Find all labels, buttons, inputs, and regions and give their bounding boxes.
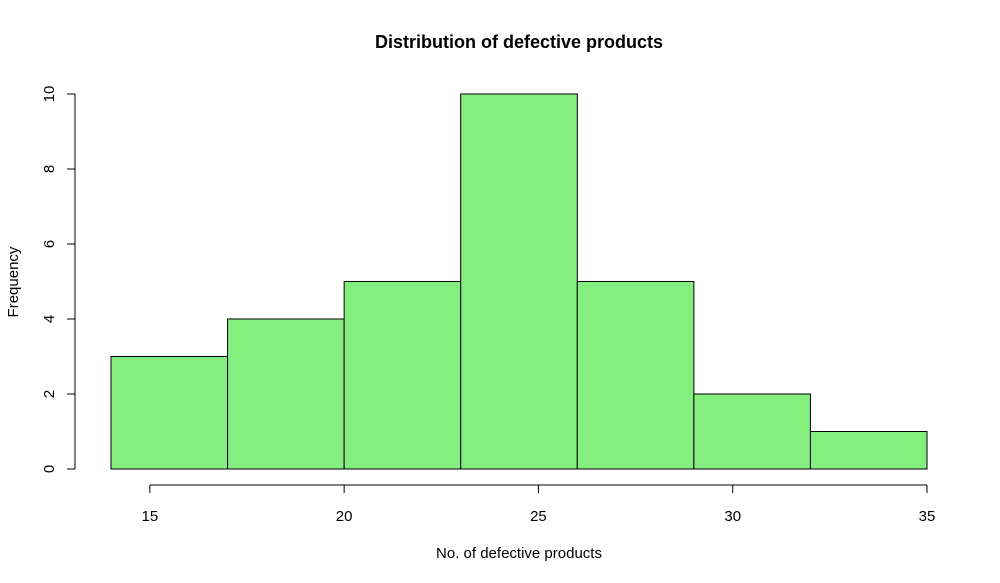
- y-tick-label-0: 0: [41, 465, 58, 473]
- bars-group: [110, 93, 928, 470]
- y-axis-label: Frequency: [5, 246, 22, 317]
- x-tick-label-25: 25: [530, 508, 547, 525]
- bar-17-20: [227, 318, 345, 470]
- x-tick-label-20: 20: [336, 508, 353, 525]
- bar-32-35: [809, 431, 928, 470]
- bar-14-17: [110, 356, 229, 470]
- y-tick-label-2: 2: [41, 390, 58, 398]
- y-tick-label-10: 10: [41, 86, 58, 103]
- y-tick-label-6: 6: [41, 240, 58, 248]
- x-tick-label-15: 15: [142, 508, 159, 525]
- bar-29-32: [693, 393, 811, 470]
- bar-20-23: [343, 281, 462, 470]
- y-tick-label-8: 8: [41, 165, 58, 173]
- x-axis: 15 20 25 30 35: [142, 484, 936, 525]
- bar-23-26: [460, 93, 578, 470]
- x-tick-label-35: 35: [919, 508, 936, 525]
- y-tick-label-4: 4: [41, 315, 58, 323]
- x-axis-label: No. of defective products: [436, 545, 602, 562]
- chart-title: Distribution of defective products: [375, 32, 663, 52]
- x-tick-label-30: 30: [724, 508, 741, 525]
- bar-26-29: [576, 281, 695, 470]
- y-axis: 0 2 4 6 8 10: [41, 86, 76, 473]
